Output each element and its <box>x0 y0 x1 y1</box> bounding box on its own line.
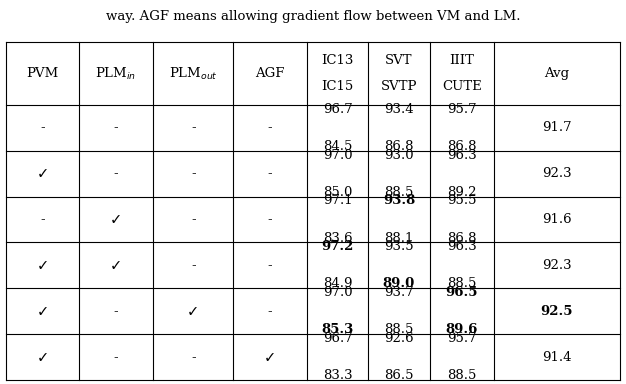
Text: Avg: Avg <box>544 67 570 80</box>
Text: 89.6: 89.6 <box>446 323 478 336</box>
Text: 95.5: 95.5 <box>447 194 476 207</box>
Text: -: - <box>114 305 118 318</box>
Text: 83.3: 83.3 <box>323 369 352 382</box>
Text: IC13: IC13 <box>321 54 354 67</box>
Text: ✓: ✓ <box>110 212 122 227</box>
Text: 93.7: 93.7 <box>384 286 414 299</box>
Text: 92.6: 92.6 <box>384 332 414 345</box>
Text: -: - <box>191 213 196 226</box>
Text: 93.4: 93.4 <box>384 103 414 116</box>
Text: 96.7: 96.7 <box>322 103 352 116</box>
Text: PLM$_{in}$: PLM$_{in}$ <box>96 65 136 81</box>
Text: 88.5: 88.5 <box>384 186 414 199</box>
Text: 93.5: 93.5 <box>384 240 414 253</box>
Text: -: - <box>114 167 118 180</box>
Text: -: - <box>40 213 45 226</box>
Text: 86.8: 86.8 <box>384 140 414 153</box>
Text: 86.8: 86.8 <box>447 232 476 245</box>
Text: ✓: ✓ <box>36 350 49 365</box>
Text: 83.6: 83.6 <box>323 232 352 245</box>
Text: AGF: AGF <box>255 67 285 80</box>
Text: 92.3: 92.3 <box>542 259 572 272</box>
Text: 96.5: 96.5 <box>446 286 478 299</box>
Text: 96.3: 96.3 <box>447 149 476 162</box>
Text: 89.2: 89.2 <box>447 186 476 199</box>
Text: ✓: ✓ <box>36 258 49 273</box>
Text: PLM$_{out}$: PLM$_{out}$ <box>169 65 218 81</box>
Text: -: - <box>114 121 118 134</box>
Text: 93.0: 93.0 <box>384 149 414 162</box>
Text: 95.7: 95.7 <box>447 332 476 345</box>
Text: SVTP: SVTP <box>381 80 417 93</box>
Text: 91.4: 91.4 <box>542 351 572 364</box>
Text: 85.0: 85.0 <box>323 186 352 199</box>
Text: 88.5: 88.5 <box>447 278 476 290</box>
Text: 88.5: 88.5 <box>447 369 476 382</box>
Text: -: - <box>191 121 196 134</box>
Text: 85.3: 85.3 <box>321 323 354 336</box>
Text: CUTE: CUTE <box>442 80 481 93</box>
Text: -: - <box>268 259 272 272</box>
Text: ✓: ✓ <box>187 304 200 319</box>
Text: IIIT: IIIT <box>449 54 475 67</box>
Text: 84.5: 84.5 <box>323 140 352 153</box>
Text: 93.8: 93.8 <box>382 194 415 207</box>
Text: 86.8: 86.8 <box>447 140 476 153</box>
Text: 97.2: 97.2 <box>321 240 354 253</box>
Text: 97.0: 97.0 <box>323 149 352 162</box>
Text: PVM: PVM <box>26 67 59 80</box>
Text: -: - <box>268 121 272 134</box>
Text: ✓: ✓ <box>36 304 49 319</box>
Text: SVT: SVT <box>385 54 413 67</box>
Text: 95.7: 95.7 <box>447 103 476 116</box>
Text: 89.0: 89.0 <box>382 278 415 290</box>
Text: ✓: ✓ <box>110 258 122 273</box>
Text: ✓: ✓ <box>264 350 276 365</box>
Text: 88.1: 88.1 <box>384 232 414 245</box>
Text: 88.5: 88.5 <box>384 323 414 336</box>
Text: -: - <box>114 351 118 364</box>
Text: -: - <box>268 167 272 180</box>
Text: 96.3: 96.3 <box>447 240 476 253</box>
Text: 84.9: 84.9 <box>323 278 352 290</box>
Text: 92.3: 92.3 <box>542 167 572 180</box>
Text: 86.5: 86.5 <box>384 369 414 382</box>
Text: 92.5: 92.5 <box>541 305 573 318</box>
Text: 91.6: 91.6 <box>542 213 572 226</box>
Text: -: - <box>268 213 272 226</box>
Text: 97.0: 97.0 <box>323 286 352 299</box>
Text: -: - <box>40 121 45 134</box>
Text: -: - <box>191 167 196 180</box>
Text: IC15: IC15 <box>321 80 354 93</box>
Text: -: - <box>191 259 196 272</box>
Text: way. AGF means allowing gradient flow between VM and LM.: way. AGF means allowing gradient flow be… <box>106 10 520 23</box>
Text: ✓: ✓ <box>36 166 49 181</box>
Text: -: - <box>191 351 196 364</box>
Text: 96.7: 96.7 <box>322 332 352 345</box>
Text: 91.7: 91.7 <box>542 121 572 134</box>
Text: -: - <box>268 305 272 318</box>
Text: 97.1: 97.1 <box>323 194 352 207</box>
